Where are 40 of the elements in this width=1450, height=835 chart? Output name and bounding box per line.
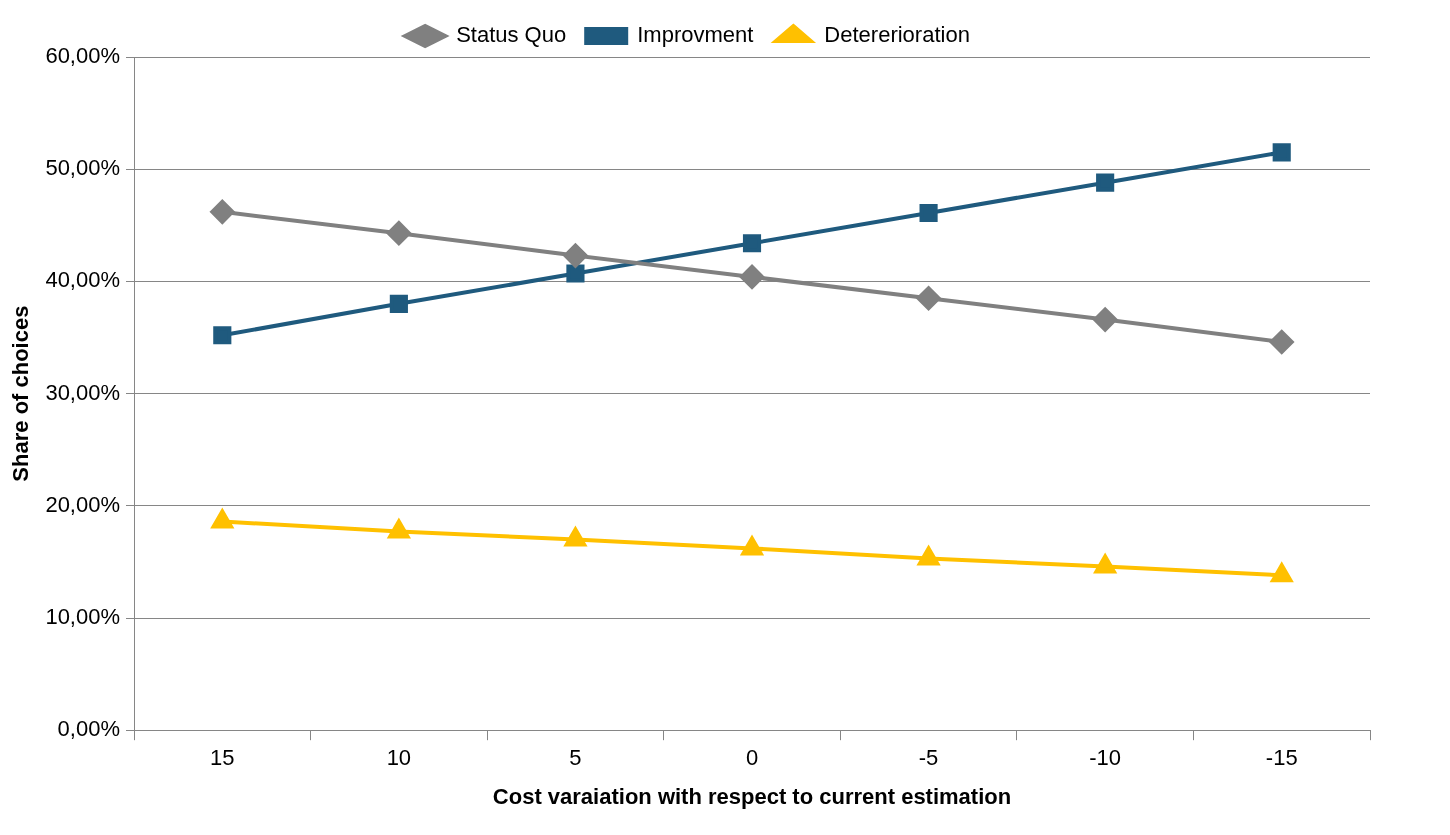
point: [1094, 554, 1116, 574]
x-tick-label: 10: [386, 745, 412, 771]
x-tick-label: -5: [918, 745, 939, 771]
point: [740, 264, 765, 289]
legend-label: Improvment: [637, 22, 754, 48]
point: [1271, 563, 1293, 583]
point: [742, 234, 762, 253]
point: [916, 544, 941, 566]
x-tick-label: -10: [1089, 745, 1122, 771]
point: [386, 221, 411, 246]
y-tick-label: 40,00%: [45, 267, 121, 293]
x-tick-label: -15: [1265, 745, 1298, 771]
point: [741, 536, 763, 556]
point: [1269, 329, 1294, 354]
y-tick-label: 50,00%: [45, 155, 121, 181]
point: [389, 294, 408, 313]
point: [563, 243, 588, 268]
point: [1093, 307, 1118, 332]
point: [566, 264, 585, 283]
y-tick-label: 10,00%: [45, 604, 121, 630]
x-tick-label: 0: [745, 745, 759, 771]
x-tick-label: 5: [569, 745, 582, 771]
y-tick-label: 30,00%: [45, 379, 121, 405]
y-tick-label: 60,00%: [45, 43, 121, 69]
y-axis-title: Share of choices: [8, 305, 34, 482]
y-tick-label: 0,00%: [57, 716, 121, 742]
point: [213, 326, 232, 345]
y-tick-label: 20,00%: [45, 491, 121, 517]
point: [1096, 173, 1115, 192]
point: [916, 286, 941, 311]
legend-label: Detererioration: [824, 22, 970, 48]
point: [1272, 143, 1291, 162]
x-tick-label: 15: [210, 745, 235, 771]
x-axis-title: Cost varaiation with respect to current estimation: [492, 783, 1012, 809]
point: [386, 517, 411, 539]
legend-label: Status Quo: [456, 22, 567, 48]
point: [210, 199, 235, 224]
point: [919, 203, 938, 223]
point: [564, 527, 587, 547]
point: [210, 507, 235, 529]
